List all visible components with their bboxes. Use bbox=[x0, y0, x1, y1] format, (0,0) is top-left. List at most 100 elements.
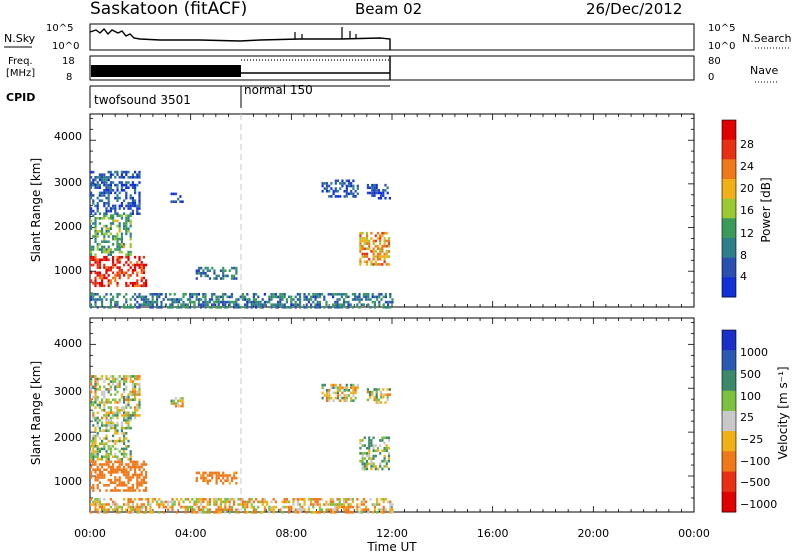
scatter-cell bbox=[362, 303, 365, 306]
scatter-cell bbox=[94, 284, 97, 288]
scatter-cell bbox=[107, 279, 110, 282]
scatter-cell bbox=[321, 293, 324, 296]
scatter-cell bbox=[372, 462, 375, 466]
scatter-cell bbox=[129, 261, 132, 264]
scatter-cell bbox=[202, 500, 205, 504]
scatter-cell bbox=[354, 195, 357, 198]
scatter-cell bbox=[120, 214, 123, 217]
scatter-cell bbox=[359, 234, 362, 238]
scatter-cell bbox=[112, 377, 115, 381]
scatter-cell bbox=[277, 295, 280, 299]
scatter-cell bbox=[114, 209, 117, 213]
scatter-cell bbox=[90, 227, 93, 230]
scatter-cell bbox=[384, 393, 387, 396]
scatter-cell bbox=[202, 293, 205, 296]
scatter-cell bbox=[92, 434, 95, 438]
scatter-cell bbox=[246, 511, 249, 514]
scatter-cell bbox=[362, 295, 365, 299]
scatter-cell bbox=[359, 257, 362, 261]
scatter-cell bbox=[101, 463, 104, 466]
scatter-cell bbox=[92, 460, 95, 464]
scatter-cell bbox=[116, 432, 119, 435]
scatter-cell bbox=[94, 450, 97, 453]
scatter-cell bbox=[120, 176, 123, 179]
scatter-cell bbox=[299, 298, 302, 301]
scatter-cell bbox=[321, 184, 324, 188]
scatter-cell bbox=[213, 293, 216, 296]
scatter-cell bbox=[339, 389, 342, 392]
scatter-cell bbox=[237, 298, 240, 301]
scatter-cell bbox=[98, 266, 101, 269]
scatter-cell bbox=[246, 500, 249, 504]
scatter-cell bbox=[391, 300, 394, 304]
scatter-cell bbox=[116, 377, 119, 381]
scatter-cell bbox=[374, 234, 377, 238]
scatter-cell bbox=[114, 489, 117, 492]
scatter-cell bbox=[172, 399, 175, 403]
scatter-cell bbox=[109, 306, 112, 309]
scatter-cell bbox=[116, 194, 119, 197]
scatter-cell bbox=[378, 508, 381, 511]
scatter-cell bbox=[329, 508, 332, 511]
scatter-cell bbox=[318, 293, 321, 296]
scatter-cell bbox=[116, 248, 119, 251]
scatter-cell bbox=[98, 248, 101, 251]
scatter-cell bbox=[129, 377, 132, 381]
scatter-cell bbox=[101, 375, 104, 378]
scatter-cell bbox=[96, 416, 99, 420]
scatter-cell bbox=[127, 463, 130, 466]
scatter-cell bbox=[138, 385, 141, 389]
scatter-cell bbox=[204, 295, 207, 299]
scatter-cell bbox=[103, 212, 106, 215]
scatter-cell bbox=[125, 503, 128, 506]
scatter-cell bbox=[96, 202, 99, 205]
scatter-cell bbox=[363, 452, 366, 455]
scatter-cell bbox=[274, 293, 277, 296]
scatter-cell bbox=[105, 426, 108, 430]
scatter-cell bbox=[145, 481, 148, 484]
scatter-cell bbox=[367, 293, 370, 296]
scatter-cell bbox=[387, 244, 391, 248]
scatter-cell bbox=[281, 505, 284, 509]
scatter-cell bbox=[109, 426, 112, 430]
scatter-cell bbox=[90, 439, 93, 443]
scatter-cell bbox=[114, 478, 117, 482]
scatter-cell bbox=[204, 266, 207, 270]
scatter-cell bbox=[134, 268, 137, 272]
scatter-cell bbox=[112, 204, 115, 208]
scatter-cell bbox=[374, 244, 377, 248]
scatter-cell bbox=[215, 503, 218, 506]
scatter-cell bbox=[138, 498, 141, 501]
scatter-cell bbox=[189, 298, 192, 301]
scatter-cell bbox=[109, 447, 112, 451]
scatter-cell bbox=[94, 217, 97, 220]
scatter-cell bbox=[140, 498, 143, 501]
scatter-cell bbox=[109, 445, 112, 448]
scatter-cell bbox=[136, 486, 139, 490]
velocity-colorbar-segment bbox=[722, 431, 736, 452]
scatter-cell bbox=[200, 272, 203, 275]
scatter-cell bbox=[105, 442, 108, 445]
cpid-mode-twofsound: twofsound 3501 bbox=[94, 93, 191, 107]
scatter-cell bbox=[174, 192, 178, 196]
scatter-cell bbox=[129, 426, 132, 430]
scatter-cell bbox=[116, 196, 119, 200]
scatter-cell bbox=[279, 303, 282, 306]
scatter-cell bbox=[103, 406, 106, 409]
scatter-cell bbox=[359, 242, 362, 245]
scatter-cell bbox=[226, 476, 229, 480]
scatter-cell bbox=[125, 191, 128, 195]
scatter-cell bbox=[233, 498, 236, 501]
scatter-cell bbox=[290, 300, 293, 304]
scatter-cell bbox=[123, 303, 126, 306]
scatter-cell bbox=[127, 227, 130, 230]
scatter-cell bbox=[363, 444, 366, 447]
scatter-cell bbox=[116, 186, 119, 189]
scatter-cell bbox=[206, 303, 209, 306]
scatter-cell bbox=[347, 505, 350, 509]
scatter-cell bbox=[303, 295, 306, 299]
freq-label-line1: Freq. bbox=[8, 56, 33, 67]
scatter-cell bbox=[367, 511, 370, 514]
scatter-cell bbox=[96, 306, 99, 309]
scatter-cell bbox=[103, 447, 106, 451]
